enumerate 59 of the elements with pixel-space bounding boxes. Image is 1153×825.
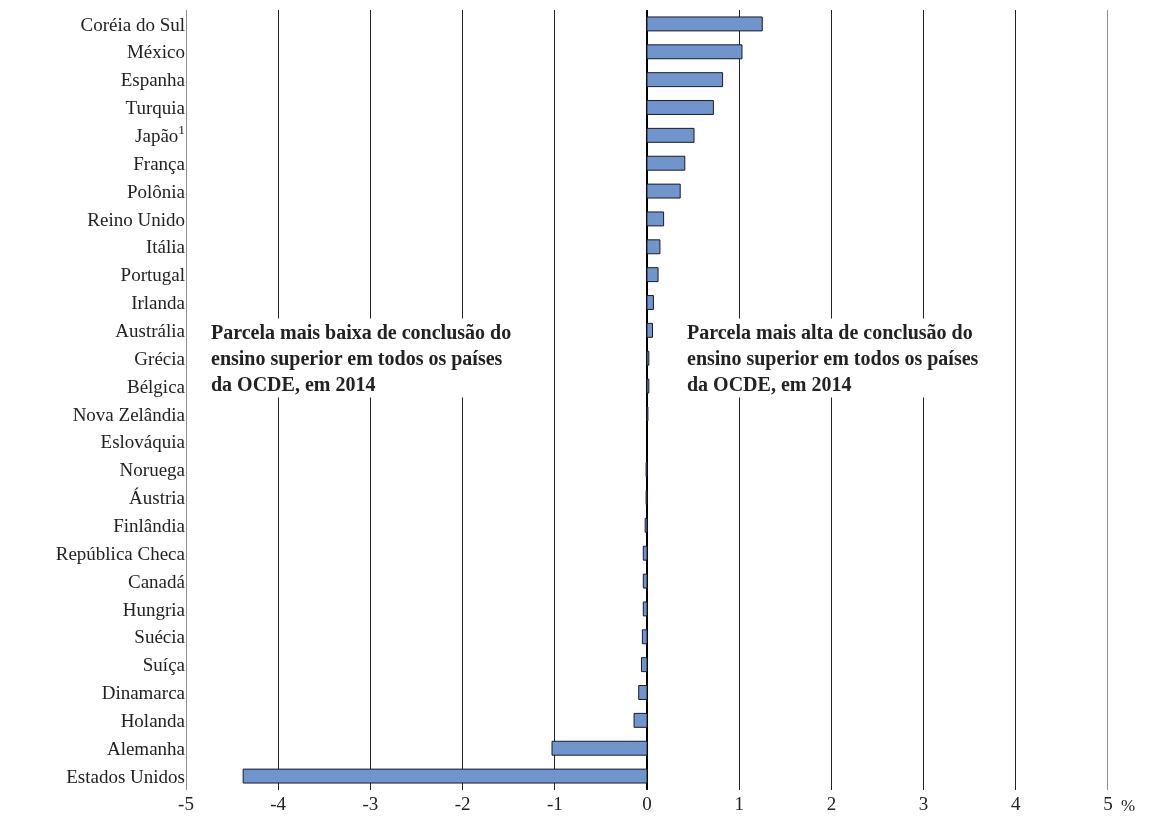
x-tick-label: -2 (454, 793, 471, 814)
x-axis-title: % (1121, 796, 1136, 815)
bar (640, 657, 648, 673)
y-tick-label: Noruega (119, 459, 186, 481)
bar (646, 295, 654, 310)
bar (646, 267, 659, 283)
y-tick-label: Portugal (120, 264, 185, 286)
annotation: Parcela mais alta de conclusão do ensino superior em todos os países da OCDE, em 2014 (687, 321, 979, 395)
y-tick-label: Japão$^{1}$ (135, 122, 185, 147)
y-tick-label: Grécia (134, 347, 186, 369)
y-tick-label: França (133, 152, 186, 174)
y-tick-label: Canadá (128, 570, 186, 592)
bar (641, 629, 648, 645)
x-tick-label: -3 (362, 793, 379, 814)
bar (646, 155, 686, 171)
bar (646, 100, 714, 115)
y-tick-label: Estados Unidos (66, 765, 185, 787)
y-tick-label: México (126, 41, 185, 63)
y-tick-label: Itália (145, 236, 186, 258)
bar (646, 211, 665, 227)
bar (646, 72, 724, 88)
y-tick-label: Nova Zelândia (72, 403, 186, 425)
x-tick-label: 4 (1011, 793, 1022, 814)
y-tick-label: Alemanha (106, 737, 186, 759)
y-tick-label: Bélgica (126, 375, 186, 397)
x-tick-label: -1 (546, 793, 563, 814)
y-tick-label: Suécia (134, 626, 186, 648)
bar (646, 239, 661, 255)
bar (633, 712, 648, 728)
y-tick-label: Eslováquia (100, 431, 186, 453)
x-tick-label: 2 (826, 793, 837, 814)
y-tick-label: Reino Unido (87, 208, 185, 230)
x-tick-label: -5 (178, 793, 194, 814)
y-tick-label: Hungria (122, 598, 186, 620)
y-tick-label: Holanda (120, 710, 186, 732)
y-tick-label: Polônia (126, 180, 186, 202)
bar (638, 685, 648, 700)
y-tick-label: Suíça (142, 654, 186, 676)
x-tick-label: -4 (270, 793, 287, 814)
y-tick-label: Finlândia (113, 515, 186, 537)
y-tick-label: Áustria (129, 487, 186, 509)
x-tick-label: 0 (642, 793, 652, 814)
bar (646, 183, 681, 199)
y-tick-label: Irlanda (131, 292, 186, 314)
x-tick-label: 3 (918, 793, 929, 814)
bar (646, 127, 695, 143)
y-tick-label: Espanha (120, 69, 186, 91)
x-tick-label: 5 (1103, 793, 1113, 814)
annotation: Parcela mais baixa de conclusão do ensino superior em todos os países da OCDE, em 2014 (211, 321, 512, 395)
bar (646, 322, 654, 338)
bar (642, 601, 648, 617)
y-tick-label: Coréia do Sul (80, 13, 185, 35)
bar (642, 573, 648, 589)
x-tick-label: 1 (734, 793, 744, 814)
bar (642, 545, 648, 561)
y-tick-label: Turquia (125, 97, 186, 119)
y-tick-label: República Checa (55, 542, 186, 564)
y-tick-label: Dinamarca (101, 682, 186, 704)
y-tick-label: Austrália (115, 320, 186, 342)
